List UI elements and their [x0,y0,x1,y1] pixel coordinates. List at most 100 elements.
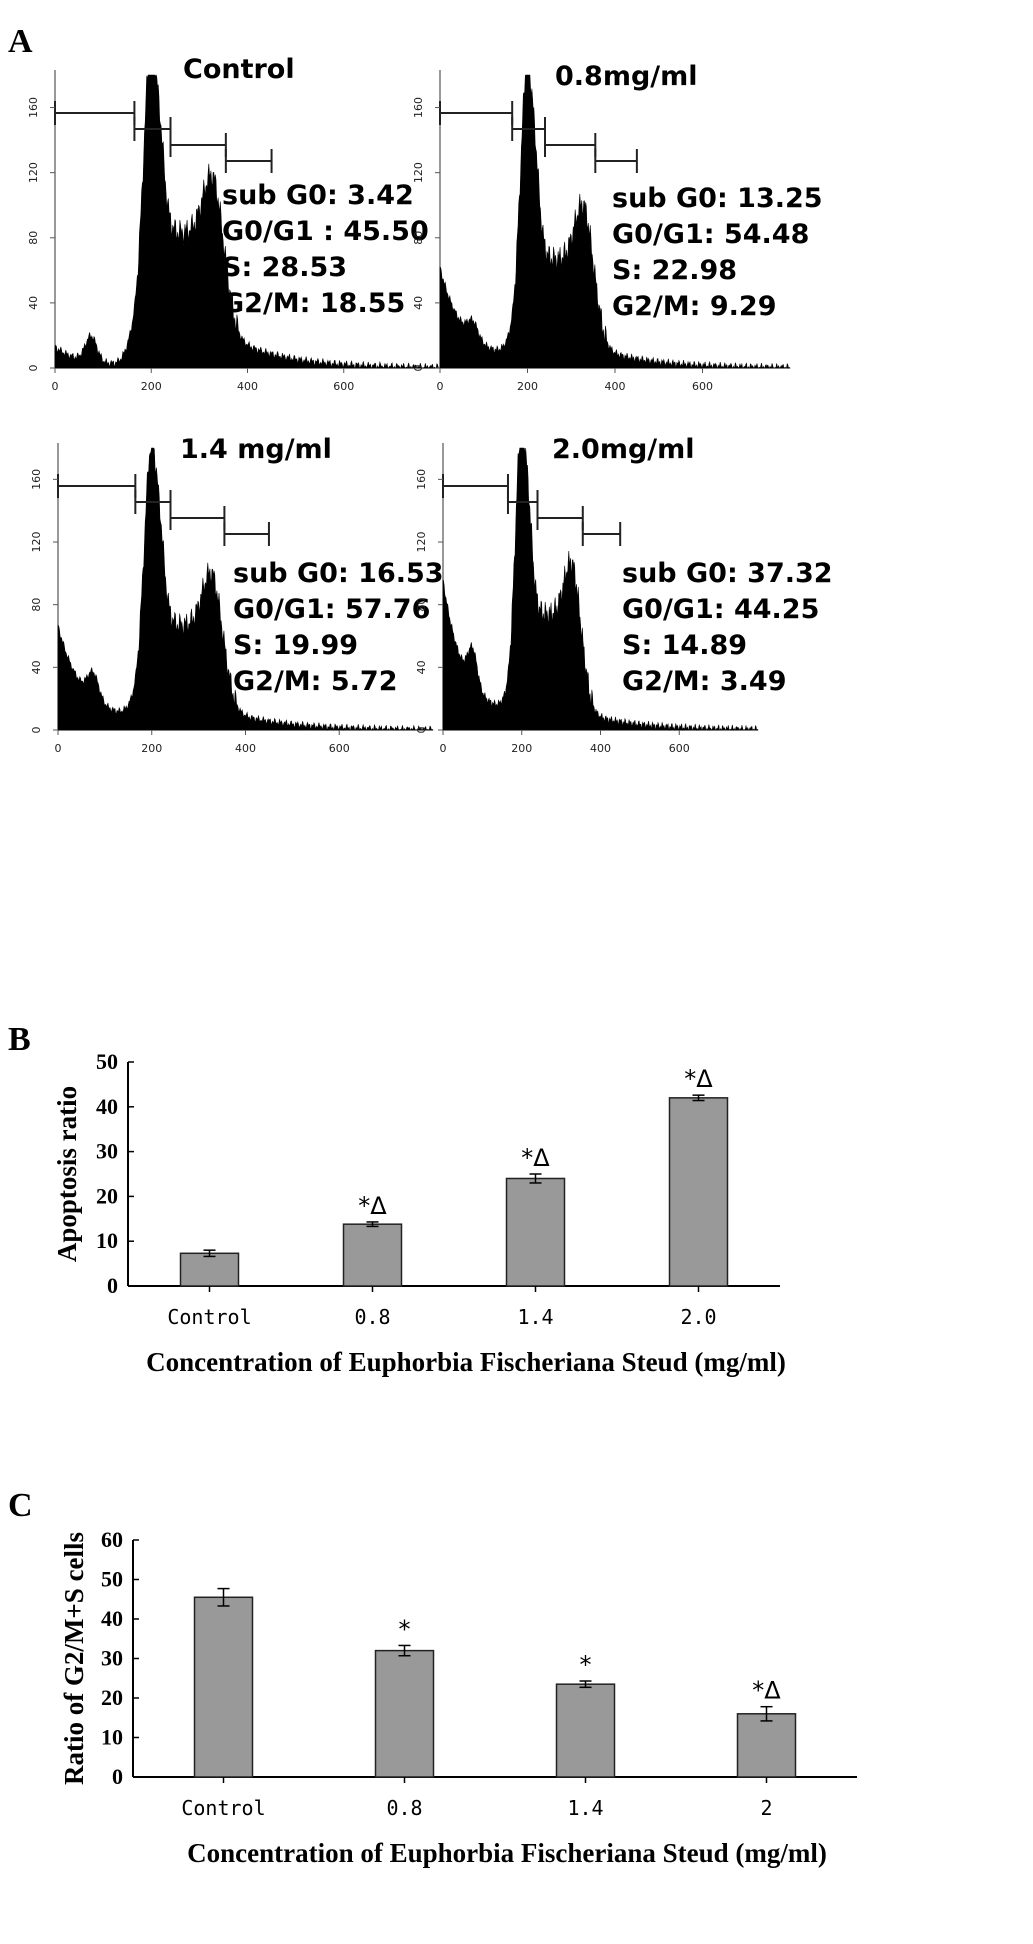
cell-cycle-stat: sub G0: 13.25 [612,183,823,214]
error-bar [217,1587,230,1607]
x-category-label: Control [181,1796,265,1820]
y-tick-label: 0 [107,1273,118,1298]
gate-marker [581,522,622,546]
hist-x-tick-label: 400 [237,380,258,393]
significance-label: *Δ [752,1677,781,1705]
significance-label: *Δ [521,1144,550,1172]
histogram-2-0-mg-ml: 0 200 400 600 0 40 80 120 160 2.0mg/ml sub G0: 37.… [415,434,833,755]
y-tick-label: 20 [101,1685,123,1710]
hist-x-tick-label: 400 [605,380,626,393]
x-axis-title: Concentration of Euphorbia Fischeriana S… [146,1347,786,1377]
cell-cycle-stat: G2/M: 5.72 [233,666,398,697]
hist-y-tick-label: 0 [27,365,40,372]
error-bar [398,1644,411,1657]
x-axis-title: Concentration of Euphorbia Fischeriana S… [187,1838,827,1868]
hist-x-tick-label: 600 [692,380,713,393]
bar [193,1596,254,1778]
histogram-title: 1.4 mg/ml [180,434,332,465]
hist-y-tick-label: 120 [412,162,425,183]
hist-x-tick-label: 400 [590,742,611,755]
cell-cycle-stat: G0/G1 : 45.50 [222,216,429,247]
histogram-area [439,74,791,370]
hist-y-tick-label: 40 [27,296,40,310]
gate-marker [442,474,509,498]
hist-x-tick-label: 200 [141,380,162,393]
y-tick-label: 30 [96,1139,118,1164]
hist-x-tick-label: 200 [517,380,538,393]
hist-x-tick-label: 600 [669,742,690,755]
gate-marker [544,133,597,157]
hist-y-tick-label: 40 [415,660,428,674]
bar [179,1252,240,1287]
hist-y-tick-label: 0 [415,727,428,734]
cell-cycle-stat: sub G0: 37.32 [622,558,833,589]
cell-cycle-stat: G0/G1: 54.48 [612,219,809,250]
cell-cycle-stat: G0/G1: 44.25 [622,594,819,625]
x-category-label: 1.4 [567,1796,603,1820]
histogram-title: Control [183,54,295,85]
bar [668,1097,729,1287]
panel-label-a: A [8,23,33,60]
cell-cycle-stat: S: 19.99 [233,630,358,661]
hist-x-tick-label: 200 [141,742,162,755]
x-category-label: 2 [760,1796,772,1820]
hist-x-tick-label: 400 [235,742,256,755]
y-tick-label: 40 [101,1606,123,1631]
cell-cycle-stat: S: 22.98 [612,255,737,286]
hist-y-tick-label: 0 [30,727,43,734]
histogram-area [442,447,759,732]
hist-x-tick-label: 600 [333,380,354,393]
hist-y-tick-label: 80 [30,598,43,612]
gate-marker [54,101,136,125]
y-tick-label: 10 [101,1725,123,1750]
significance-label: *Δ [684,1065,713,1093]
bar [374,1649,435,1778]
hist-y-tick-label: 160 [27,97,40,118]
cell-cycle-stat: sub G0: 16.53 [233,558,444,589]
significance-label: * [580,1651,592,1679]
hist-y-tick-label: 80 [27,231,40,245]
histogram-area [54,74,441,369]
y-axis-title: Apoptosis ratio [52,1086,82,1262]
x-category-label: 1.4 [517,1305,553,1329]
gate-marker [594,149,638,173]
y-tick-label: 20 [96,1183,118,1208]
y-tick-label: 30 [101,1646,123,1671]
hist-y-tick-label: 120 [27,162,40,183]
hist-y-tick-label: 40 [30,660,43,674]
error-bar [203,1249,216,1258]
y-tick-label: 10 [96,1228,118,1253]
bar [555,1683,616,1778]
hist-x-tick-label: 0 [52,380,59,393]
cell-cycle-stat: G2/M: 3.49 [622,666,787,697]
hist-x-tick-label: 600 [329,742,350,755]
x-category-label: 2.0 [680,1305,716,1329]
cell-cycle-stat: G2/M: 18.55 [222,288,405,319]
hist-y-tick-label: 80 [412,231,425,245]
gate-marker [169,133,227,157]
y-tick-label: 40 [96,1094,118,1119]
hist-x-tick-label: 0 [440,742,447,755]
y-axis-title: Ratio of G2/M+S cells [59,1532,89,1785]
x-category-label: 0.8 [354,1305,390,1329]
x-category-label: 0.8 [386,1796,422,1820]
error-bar [366,1221,379,1228]
histogram-title: 2.0mg/ml [552,434,695,465]
y-tick-label: 50 [96,1049,118,1074]
hist-y-tick-label: 160 [412,97,425,118]
y-tick-label: 60 [101,1527,123,1552]
cell-cycle-stat: S: 14.89 [622,630,747,661]
bar [736,1713,797,1778]
histogram-title: 0.8mg/ml [555,61,698,92]
y-tick-label: 0 [112,1764,123,1789]
panel-label-c: C [8,1487,33,1524]
x-category-label: Control [167,1305,251,1329]
cell-cycle-stat: G2/M: 9.29 [612,291,777,322]
hist-x-tick-label: 0 [55,742,62,755]
cell-cycle-stat: G0/G1: 57.76 [233,594,430,625]
apoptosis-ratio-bar-chart: 0 10 20 30 40 50 Control 0.8 *Δ 1.4 *Δ 2.0 *Δ Concent… [52,1049,786,1377]
hist-y-tick-label: 80 [415,598,428,612]
gate-marker [224,149,273,173]
